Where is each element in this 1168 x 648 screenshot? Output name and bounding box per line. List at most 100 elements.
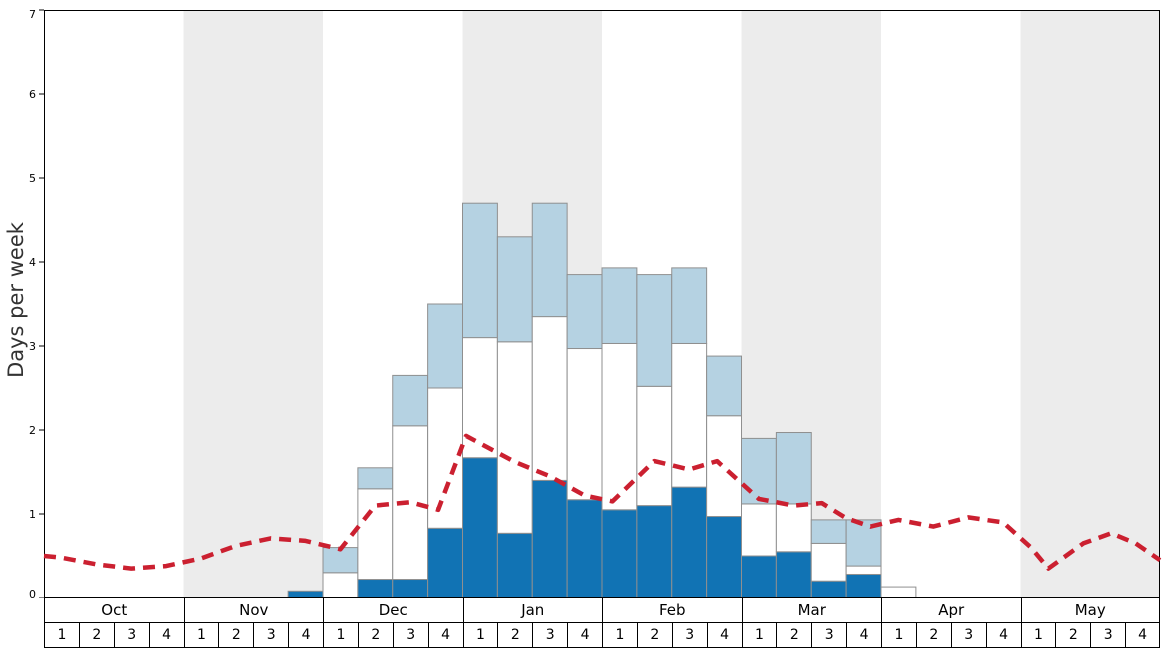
moderate-snow-days-bar-segment (741, 503, 777, 557)
week-cell: 1 (602, 623, 637, 648)
y-tick-label: 5 (29, 172, 36, 185)
light-snow-days-bar-segment (741, 437, 777, 505)
month-axis: Oct Nov Dec Jan Feb Mar Apr May (44, 598, 1161, 623)
week-cell: 3 (392, 623, 428, 648)
plot-area: 0 1 2 3 4 5 6 7 (29, 8, 1162, 598)
week-cell: 2 (636, 623, 672, 648)
moderate-snow-days-bar-segment (462, 337, 498, 459)
month-cell: Oct (44, 598, 184, 623)
heavy-snow-days-bar-segment (566, 499, 603, 598)
week-cell: 2 (497, 623, 533, 648)
light-snow-days-bar-segment (392, 374, 429, 427)
heavy-snow-days-bar-segment (845, 573, 882, 598)
y-tick-label: 1 (29, 508, 36, 521)
week-cell: 1 (1020, 623, 1056, 648)
week-cell: 3 (253, 623, 289, 648)
week-cell: 2 (357, 623, 393, 648)
plot-border (44, 10, 1160, 598)
week-cell: 2 (1055, 623, 1091, 648)
heavy-snow-days-bar-segment (741, 555, 777, 598)
week-cell: 4 (706, 623, 742, 648)
week-cell: 4 (1125, 623, 1160, 648)
week-cell: 2 (915, 623, 951, 648)
month-cell: Mar (741, 598, 881, 623)
week-cell: 3 (1090, 623, 1126, 648)
week-cell: 4 (846, 623, 881, 648)
shaded-band (183, 10, 323, 598)
light-snow-days-bar-segment (427, 303, 464, 389)
heavy-snow-days-bar-segment (706, 516, 743, 598)
week-cell: 1 (881, 623, 916, 648)
week-cell: 3 (671, 623, 707, 648)
light-snow-days-bar-segment (810, 519, 847, 544)
y-axis-title: Days per week (4, 222, 28, 378)
moderate-snow-days-bar-segment (845, 565, 882, 575)
light-snow-days-bar-segment (706, 355, 743, 417)
y-tick-label: 7 (29, 8, 36, 21)
moderate-snow-days-bar-segment (706, 415, 743, 518)
week-cell: 4 (427, 623, 463, 648)
y-tick-label: 4 (29, 256, 36, 269)
month-cell: Nov (183, 598, 323, 623)
light-snow-days-bar-segment (496, 236, 533, 343)
light-snow-days-bar-segment (357, 467, 394, 490)
week-cell: 3 (950, 623, 986, 648)
y-axis: 0 1 2 3 4 5 6 7 (29, 8, 44, 598)
week-cell: 2 (776, 623, 812, 648)
heavy-snow-days-bar-segment (427, 527, 464, 598)
moderate-snow-days-bar-segment (810, 542, 847, 582)
week-cell: 4 (567, 623, 602, 648)
month-cell: Jan (462, 598, 602, 623)
heavy-snow-days-bar-segment (775, 551, 812, 598)
heavy-snow-days-bar-segment (357, 579, 394, 598)
moderate-snow-days-bar-segment (496, 341, 533, 534)
heavy-snow-days-bar-segment (392, 579, 429, 598)
light-snow-days-bar-segment (462, 202, 498, 339)
week-cell: 3 (532, 623, 568, 648)
month-cell: May (1020, 598, 1160, 623)
moderate-snow-days-bar-segment (775, 503, 812, 553)
week-cell: 2 (218, 623, 254, 648)
week-cell: 4 (148, 623, 184, 648)
week-cell: 2 (78, 623, 114, 648)
y-tick-label: 6 (29, 88, 36, 101)
stacked-bars-layer (287, 202, 917, 598)
moderate-snow-days-bar-segment (880, 586, 917, 598)
moderate-snow-days-bar-segment (531, 316, 568, 481)
heavy-snow-days-bar-segment (496, 532, 533, 598)
moderate-snow-days-bar-segment (322, 572, 359, 598)
week-cell: 1 (462, 623, 498, 648)
light-snow-days-bar-segment (671, 267, 708, 344)
week-cell: 4 (288, 623, 323, 648)
week-cell: 1 (183, 623, 219, 648)
moderate-snow-days-bar-segment (392, 425, 429, 581)
light-snow-days-bar-segment (601, 267, 638, 344)
y-tick-label: 0 (29, 588, 36, 598)
heavy-snow-days-bar-segment (810, 580, 847, 598)
heavy-snow-days-bar-segment (601, 509, 638, 598)
heavy-snow-days-bar-segment (636, 505, 673, 598)
heavy-snow-days-bar-segment (671, 486, 708, 598)
average-trend-line (43, 433, 1162, 571)
moderate-snow-days-bar-segment (427, 387, 464, 529)
week-cell: 3 (113, 623, 149, 648)
week-cell: 3 (811, 623, 847, 648)
light-snow-days-bar-segment (566, 274, 603, 350)
heavy-snow-days-bar-segment (462, 457, 498, 598)
y-tick-label: 2 (29, 424, 36, 437)
y-tick-label: 3 (29, 340, 36, 353)
moderate-snow-days-bar-segment (566, 348, 603, 501)
light-snow-days-bar-segment (636, 274, 673, 387)
month-cell: Dec (323, 598, 463, 623)
heavy-snow-days-bar-segment (531, 479, 568, 598)
week-cell: 1 (323, 623, 358, 648)
heavy-snow-days-bar-segment (287, 590, 324, 598)
shaded-band (1020, 10, 1160, 598)
week-cell: 1 (44, 623, 79, 648)
month-cell: Feb (602, 598, 742, 623)
light-snow-days-bar-segment (531, 202, 568, 318)
week-cell: 1 (741, 623, 777, 648)
light-snow-days-bar-segment (775, 432, 812, 505)
